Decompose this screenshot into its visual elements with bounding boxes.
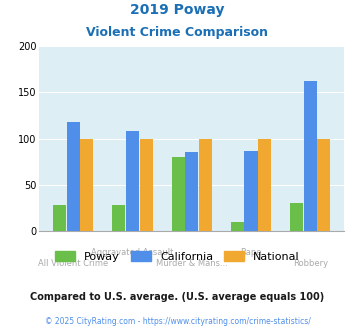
Legend: Poway, California, National: Poway, California, National bbox=[51, 247, 304, 267]
Bar bbox=[126, 131, 139, 231]
Bar bbox=[231, 222, 244, 231]
Bar bbox=[258, 139, 271, 231]
Text: Violent Crime Comparison: Violent Crime Comparison bbox=[87, 26, 268, 39]
Text: Murder & Mans...: Murder & Mans... bbox=[156, 259, 228, 268]
Bar bbox=[171, 157, 185, 231]
Text: All Violent Crime: All Violent Crime bbox=[38, 259, 108, 268]
Text: Robbery: Robbery bbox=[293, 259, 328, 268]
Text: © 2025 CityRating.com - https://www.cityrating.com/crime-statistics/: © 2025 CityRating.com - https://www.city… bbox=[45, 317, 310, 326]
Bar bbox=[80, 139, 93, 231]
Bar bbox=[304, 81, 317, 231]
Bar bbox=[67, 122, 80, 231]
Bar bbox=[199, 139, 212, 231]
Bar bbox=[140, 139, 153, 231]
Text: Compared to U.S. average. (U.S. average equals 100): Compared to U.S. average. (U.S. average … bbox=[31, 292, 324, 302]
Bar bbox=[185, 152, 198, 231]
Bar bbox=[112, 205, 125, 231]
Bar bbox=[317, 139, 331, 231]
Bar bbox=[245, 150, 257, 231]
Text: 2019 Poway: 2019 Poway bbox=[130, 3, 225, 17]
Bar bbox=[290, 203, 303, 231]
Text: Rape: Rape bbox=[240, 248, 262, 257]
Bar bbox=[53, 205, 66, 231]
Text: Aggravated Assault: Aggravated Assault bbox=[91, 248, 174, 257]
